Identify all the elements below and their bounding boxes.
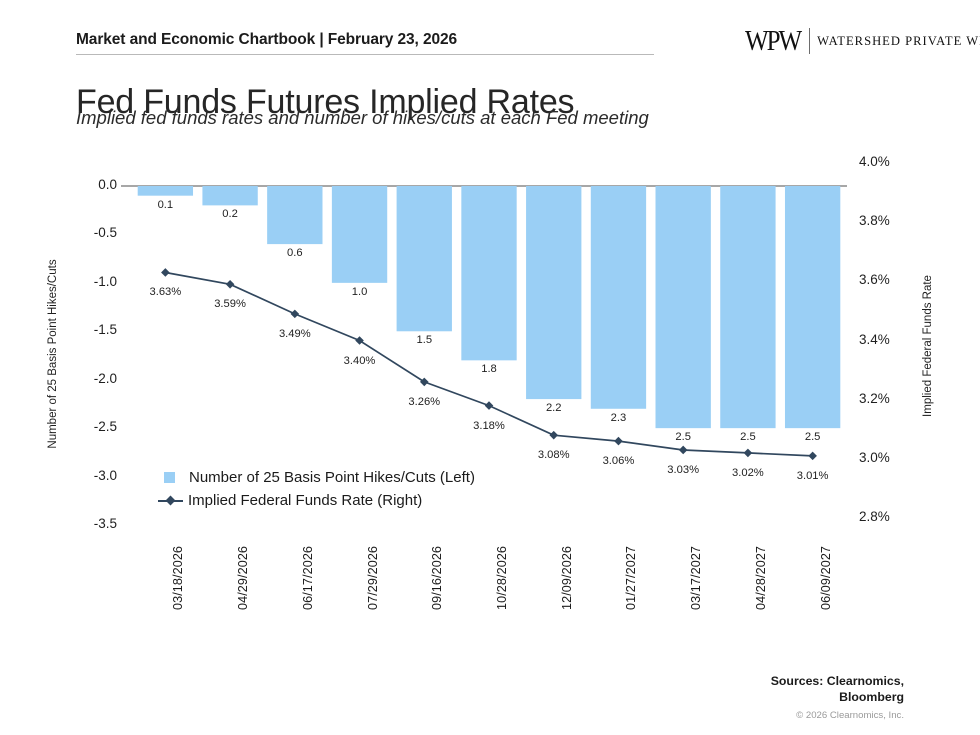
line-marker-5	[484, 401, 494, 410]
line-value-label-1: 3.59%	[214, 298, 246, 311]
y-tick-right-6: 2.8%	[859, 509, 890, 524]
line-marker-0	[161, 268, 170, 277]
y-tick-right-5: 3.0%	[859, 449, 890, 465]
bar-value-label-9: 2.5	[740, 431, 756, 444]
y-tick-left-1: -0.5	[93, 225, 117, 241]
y-tick-left-4: -2.0	[93, 370, 117, 386]
x-tick-label-4: 09/16/2026	[430, 545, 445, 610]
x-tick-label-9: 04/28/2027	[753, 545, 768, 610]
legend-label-bars: Number of 25 Basis Point Hikes/Cuts (Lef…	[189, 469, 475, 486]
wpw-monogram-icon: WPW	[745, 25, 802, 57]
x-tick-label-6: 12/09/2026	[559, 545, 574, 610]
y-tick-left-2: -1.0	[93, 273, 117, 289]
bar-value-label-8: 2.5	[675, 431, 691, 444]
line-marker-4	[419, 377, 429, 387]
bar-value-label-2: 0.6	[287, 247, 303, 260]
line-value-label-5: 3.18%	[473, 419, 505, 432]
x-tick-label-10: 06/09/2027	[818, 545, 833, 610]
line-value-label-0: 3.63%	[149, 286, 182, 299]
bar-value-label-5: 1.8	[481, 363, 497, 376]
line-marker-6	[549, 430, 559, 440]
bar-10	[784, 186, 841, 429]
line-marker-9	[743, 448, 753, 458]
y-tick-right-2: 3.6%	[859, 272, 890, 288]
logo-divider	[809, 28, 811, 54]
bar-0	[137, 186, 194, 196]
y-tick-right-3: 3.4%	[859, 331, 890, 347]
y-tick-left-3: -1.5	[93, 322, 117, 338]
legend-line-marker-icon	[158, 495, 183, 506]
bar-1	[202, 186, 258, 206]
legend-item-line[interactable]: Implied Federal Funds Rate (Right)	[158, 489, 475, 512]
watershed-private-wealth-logo: WPW WATERSHED PRIVATE WEALTH	[745, 26, 980, 56]
y-tick-right-1: 3.8%	[859, 213, 890, 229]
x-tick-label-2: 06/17/2026	[300, 545, 315, 610]
logo-wordmark: WATERSHED PRIVATE WEALTH	[817, 33, 980, 48]
bar-9	[720, 186, 776, 429]
line-marker-2	[290, 309, 300, 319]
page-subtitle: Implied fed funds rates and number of hi…	[76, 107, 649, 128]
line-value-label-7: 3.06%	[602, 455, 635, 468]
x-tick-label-0: 03/18/2026	[171, 545, 186, 610]
x-tick-label-1: 04/29/2026	[236, 545, 251, 610]
chartbook-kicker: Market and Economic Chartbook | February…	[76, 31, 458, 48]
legend-label-line: Implied Federal Funds Rate (Right)	[188, 492, 423, 509]
x-tick-label-8: 03/17/2027	[689, 545, 704, 610]
bar-7	[590, 186, 647, 409]
line-marker-3	[355, 336, 364, 345]
y-tick-left-5: -2.5	[93, 419, 117, 435]
line-value-label-6: 3.08%	[537, 449, 570, 462]
header-divider	[76, 54, 654, 55]
bar-value-label-3: 1.0	[351, 285, 368, 298]
chart-legend: Number of 25 Basis Point Hikes/Cuts (Lef…	[158, 466, 475, 512]
y-tick-left-7: -3.5	[93, 516, 117, 531]
y-tick-right-4: 3.2%	[859, 390, 890, 406]
x-tick-label-3: 07/29/2026	[365, 545, 380, 610]
line-marker-8	[678, 445, 688, 455]
bar-value-label-6: 2.2	[545, 402, 562, 415]
y-tick-left-0: 0.0	[98, 177, 117, 192]
bar-2	[267, 186, 323, 245]
bar-8	[655, 186, 711, 429]
sources-text: Sources: Clearnomics, Bloomberg	[770, 674, 904, 704]
page-title: Fed Funds Futures Implied Rates	[76, 82, 575, 121]
bar-value-label-7: 2.3	[610, 411, 627, 424]
line-value-label-3: 3.40%	[343, 354, 376, 367]
sources-block: Sources: Clearnomics, Bloomberg © 2026 C…	[771, 674, 904, 721]
bar-4	[396, 186, 452, 332]
x-tick-label-5: 10/28/2026	[495, 545, 509, 610]
legend-swatch-icon	[164, 472, 175, 483]
y-tick-right-0: 4.0%	[859, 154, 890, 169]
bar-3	[331, 186, 388, 283]
line-marker-10	[808, 451, 817, 461]
line-marker-1	[225, 279, 235, 289]
line-value-label-9: 3.02%	[732, 466, 764, 479]
y-tick-left-6: -3.0	[93, 467, 117, 483]
bar-value-label-4: 1.5	[416, 334, 433, 347]
line-value-label-4: 3.26%	[408, 395, 441, 408]
line-marker-7	[614, 436, 623, 446]
line-value-label-10: 3.01%	[796, 469, 829, 482]
legend-item-bars[interactable]: Number of 25 Basis Point Hikes/Cuts (Lef…	[158, 466, 475, 489]
line-value-label-2: 3.49%	[278, 327, 311, 340]
line-value-label-8: 3.03%	[667, 463, 700, 476]
bar-5	[461, 186, 517, 361]
copyright-text: © 2026 Clearnomics, Inc.	[796, 710, 904, 722]
bar-value-label-1: 0.2	[222, 208, 238, 221]
bar-value-label-10: 2.5	[804, 431, 821, 444]
x-tick-label-7: 01/27/2027	[624, 545, 639, 610]
bar-value-label-0: 0.1	[157, 198, 174, 211]
bar-6	[526, 186, 582, 400]
